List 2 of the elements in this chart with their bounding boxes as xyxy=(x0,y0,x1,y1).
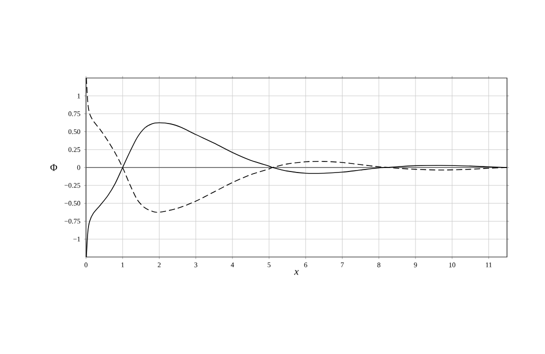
x-axis-title: x xyxy=(294,270,299,275)
y-axis-title: Φ xyxy=(50,164,58,171)
